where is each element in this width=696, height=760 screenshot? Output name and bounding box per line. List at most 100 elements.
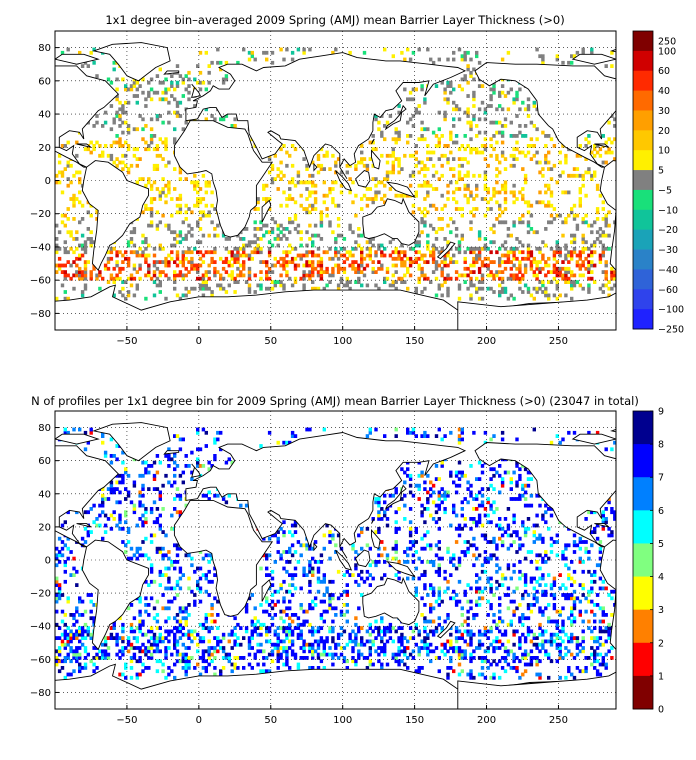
data-cell bbox=[158, 280, 162, 284]
data-cell bbox=[302, 47, 306, 52]
data-cell bbox=[57, 626, 62, 630]
data-cell bbox=[101, 124, 105, 128]
data-cell bbox=[503, 167, 508, 171]
data-cell bbox=[132, 553, 137, 558]
data-cell bbox=[521, 593, 525, 597]
data-cell bbox=[564, 632, 568, 637]
data-cell bbox=[394, 140, 398, 145]
data-cell bbox=[86, 530, 90, 534]
data-cell bbox=[78, 626, 82, 630]
data-cell bbox=[518, 263, 522, 268]
data-cell bbox=[273, 603, 277, 607]
data-cell bbox=[417, 160, 421, 165]
data-cell bbox=[454, 180, 459, 185]
data-cell bbox=[466, 273, 470, 278]
data-cell bbox=[210, 114, 214, 118]
data-cell bbox=[604, 160, 608, 165]
data-cell bbox=[279, 223, 283, 228]
data-cell bbox=[158, 639, 162, 644]
data-cell bbox=[521, 652, 525, 657]
data-cell bbox=[190, 632, 194, 637]
data-cell bbox=[564, 256, 568, 261]
data-cell bbox=[325, 636, 329, 640]
data-cell bbox=[374, 530, 378, 534]
data-cell bbox=[325, 586, 329, 591]
data-cell bbox=[118, 513, 122, 518]
data-cell bbox=[296, 173, 301, 178]
data-cell bbox=[175, 110, 180, 115]
data-cell bbox=[414, 144, 418, 148]
data-cell bbox=[526, 606, 531, 611]
data-cell bbox=[339, 183, 344, 188]
data-cell bbox=[572, 213, 577, 218]
data-cell bbox=[112, 293, 116, 298]
data-cell bbox=[454, 246, 459, 251]
data-cell bbox=[293, 183, 298, 188]
data-cell bbox=[149, 87, 154, 92]
x-tick-label: 250 bbox=[549, 336, 568, 347]
data-cell bbox=[152, 163, 157, 168]
data-cell bbox=[512, 652, 516, 657]
data-cell bbox=[293, 523, 298, 528]
data-cell bbox=[391, 273, 395, 278]
data-cell bbox=[598, 672, 603, 677]
data-cell bbox=[523, 652, 528, 657]
data-cell bbox=[469, 629, 473, 634]
data-cell bbox=[210, 190, 214, 195]
data-cell bbox=[506, 90, 511, 95]
data-cell bbox=[207, 626, 211, 630]
data-cell bbox=[595, 150, 600, 155]
data-cell bbox=[584, 609, 588, 614]
data-cell bbox=[601, 233, 605, 238]
data-cell bbox=[173, 596, 177, 601]
data-cell bbox=[267, 639, 272, 644]
data-cell bbox=[173, 97, 177, 102]
data-cell bbox=[518, 560, 522, 564]
data-cell bbox=[259, 283, 263, 288]
data-cell bbox=[564, 266, 568, 271]
data-cell bbox=[538, 266, 542, 271]
data-cell bbox=[515, 266, 519, 271]
data-cell bbox=[319, 652, 324, 657]
data-cell bbox=[595, 217, 600, 221]
data-cell bbox=[457, 646, 462, 650]
data-cell bbox=[549, 213, 554, 218]
data-cell bbox=[331, 533, 335, 538]
data-cell bbox=[276, 233, 280, 238]
data-cell bbox=[290, 642, 295, 647]
data-cell bbox=[227, 652, 231, 657]
data-cell bbox=[164, 137, 168, 142]
data-cell bbox=[345, 256, 349, 261]
data-cell bbox=[210, 659, 214, 664]
data-cell bbox=[475, 246, 479, 251]
data-cell bbox=[472, 616, 476, 621]
data-cell bbox=[124, 100, 128, 105]
data-cell bbox=[224, 652, 229, 657]
data-cell bbox=[595, 639, 600, 644]
data-cell bbox=[564, 220, 568, 225]
data-cell bbox=[391, 163, 395, 168]
data-cell bbox=[267, 603, 272, 607]
data-cell bbox=[500, 286, 505, 291]
data-cell bbox=[161, 120, 165, 125]
data-cell bbox=[190, 629, 194, 634]
data-cell bbox=[135, 556, 139, 561]
data-cell bbox=[196, 579, 200, 584]
data-cell bbox=[469, 57, 473, 62]
data-cell bbox=[308, 560, 312, 564]
data-cell bbox=[452, 589, 456, 594]
data-cell bbox=[83, 263, 88, 268]
data-cell bbox=[152, 197, 157, 201]
data-cell bbox=[466, 540, 470, 544]
data-cell bbox=[196, 632, 200, 637]
data-cell bbox=[262, 260, 266, 264]
data-cell bbox=[216, 599, 220, 604]
data-cell bbox=[288, 250, 292, 255]
data-cell bbox=[593, 280, 597, 284]
data-cell bbox=[279, 553, 283, 558]
data-cell bbox=[483, 117, 488, 122]
data-cell bbox=[538, 260, 542, 264]
data-cell bbox=[124, 662, 128, 667]
data-cell bbox=[500, 124, 505, 128]
data-cell bbox=[204, 619, 208, 624]
